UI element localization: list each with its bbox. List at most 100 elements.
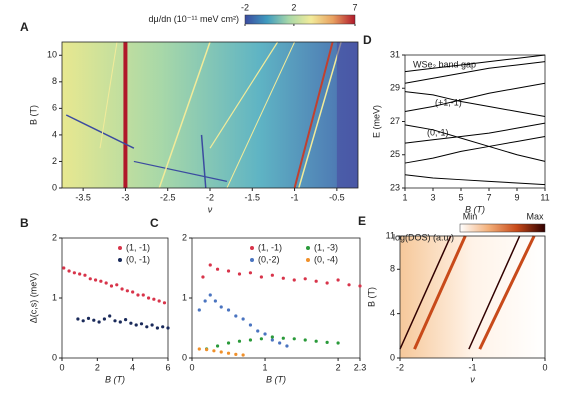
x-axis-label: B (T) — [105, 374, 125, 384]
y-axis-label: B (T) — [366, 287, 376, 307]
point — [212, 349, 216, 353]
band-line — [404, 91, 546, 118]
band-line — [404, 54, 546, 73]
point — [81, 319, 85, 323]
y-tick-label: 0 — [182, 352, 187, 362]
legend-marker — [306, 258, 310, 262]
y-tick-label: 11 — [386, 230, 395, 240]
legend-label: (1, -3) — [314, 242, 338, 252]
point — [215, 344, 220, 348]
heatmap-edge — [336, 42, 358, 188]
x-axis-label: B (T) — [465, 204, 485, 214]
x-tick-label: 2 — [336, 362, 341, 372]
y-tick-label: 27 — [390, 116, 400, 126]
colorbar-title: log(DOS) (a.u.) — [393, 232, 454, 242]
point — [237, 272, 242, 276]
legend-marker — [306, 246, 310, 250]
point — [226, 269, 231, 273]
point — [161, 325, 165, 329]
legend-marker — [250, 258, 254, 262]
x-tick-label: 6 — [165, 362, 170, 372]
plot-frame — [61, 237, 169, 359]
point — [336, 341, 340, 345]
point — [314, 279, 318, 283]
point — [226, 308, 231, 312]
point — [102, 317, 106, 321]
panel-label: C — [150, 216, 159, 230]
heatmap-feature — [298, 41, 342, 189]
point — [104, 281, 108, 285]
band-line — [404, 122, 546, 144]
y-tick-label: 4 — [390, 308, 395, 318]
chart-title: WSe₂ band gap — [413, 59, 476, 69]
point — [146, 296, 151, 300]
legend-label: (1, -1) — [126, 242, 150, 252]
point — [248, 338, 253, 342]
band-line — [404, 82, 546, 113]
heatmap-feature — [65, 114, 135, 149]
heatmap-feature — [468, 235, 521, 350]
point — [108, 314, 112, 318]
legend-label: (0, -1) — [126, 254, 150, 264]
legend-marker — [118, 246, 122, 250]
point — [125, 289, 129, 293]
point — [203, 299, 207, 303]
point — [93, 278, 98, 282]
point — [72, 271, 76, 275]
x-tick-label: -2 — [396, 362, 404, 372]
point — [270, 273, 274, 277]
point — [325, 281, 329, 285]
heatmap-feature — [399, 235, 452, 350]
point — [292, 278, 296, 282]
point — [136, 293, 140, 297]
y-tick-label: 8 — [390, 264, 395, 274]
colorbar — [459, 223, 546, 233]
point — [155, 326, 159, 330]
x-tick-label: -2.5 — [160, 192, 176, 202]
x-tick-label: 2.3 — [354, 362, 367, 372]
point — [219, 350, 223, 354]
point — [358, 284, 362, 288]
point — [259, 337, 263, 341]
x-tick-label: 3 — [430, 192, 435, 202]
heatmap — [62, 42, 358, 188]
point — [97, 320, 101, 324]
point — [62, 266, 66, 270]
y-tick-label: 0 — [52, 182, 57, 192]
x-axis-label: ν — [470, 374, 475, 384]
point — [115, 283, 119, 287]
annotation: (0,-1) — [427, 127, 449, 137]
point — [270, 338, 274, 342]
point — [92, 318, 96, 322]
point — [145, 325, 149, 329]
y-tick-label: 2 — [52, 232, 57, 242]
point — [219, 305, 223, 309]
point — [347, 283, 351, 287]
point — [208, 293, 212, 297]
point — [78, 272, 82, 276]
y-axis-label: Δ(c,s) (meV) — [28, 273, 38, 324]
point — [201, 275, 205, 279]
legend-label: (0, -4) — [314, 254, 338, 264]
point — [336, 278, 340, 282]
point — [281, 336, 285, 340]
point — [285, 344, 289, 348]
point — [99, 279, 103, 283]
y-tick-label: 6 — [52, 103, 57, 113]
colorbar-tick-label: -2 — [241, 2, 249, 12]
point — [67, 269, 71, 273]
legend-marker — [250, 246, 254, 250]
point — [86, 316, 91, 320]
x-tick-label: 5 — [458, 192, 463, 202]
point — [157, 299, 161, 303]
point — [129, 321, 133, 325]
point — [197, 347, 201, 351]
point — [162, 301, 167, 305]
point — [139, 322, 144, 326]
heatmap-feature — [413, 235, 467, 350]
panel-label: D — [363, 33, 372, 47]
y-tick-label: 1 — [182, 292, 187, 302]
point — [213, 299, 217, 303]
heatmap-feature — [133, 160, 228, 182]
